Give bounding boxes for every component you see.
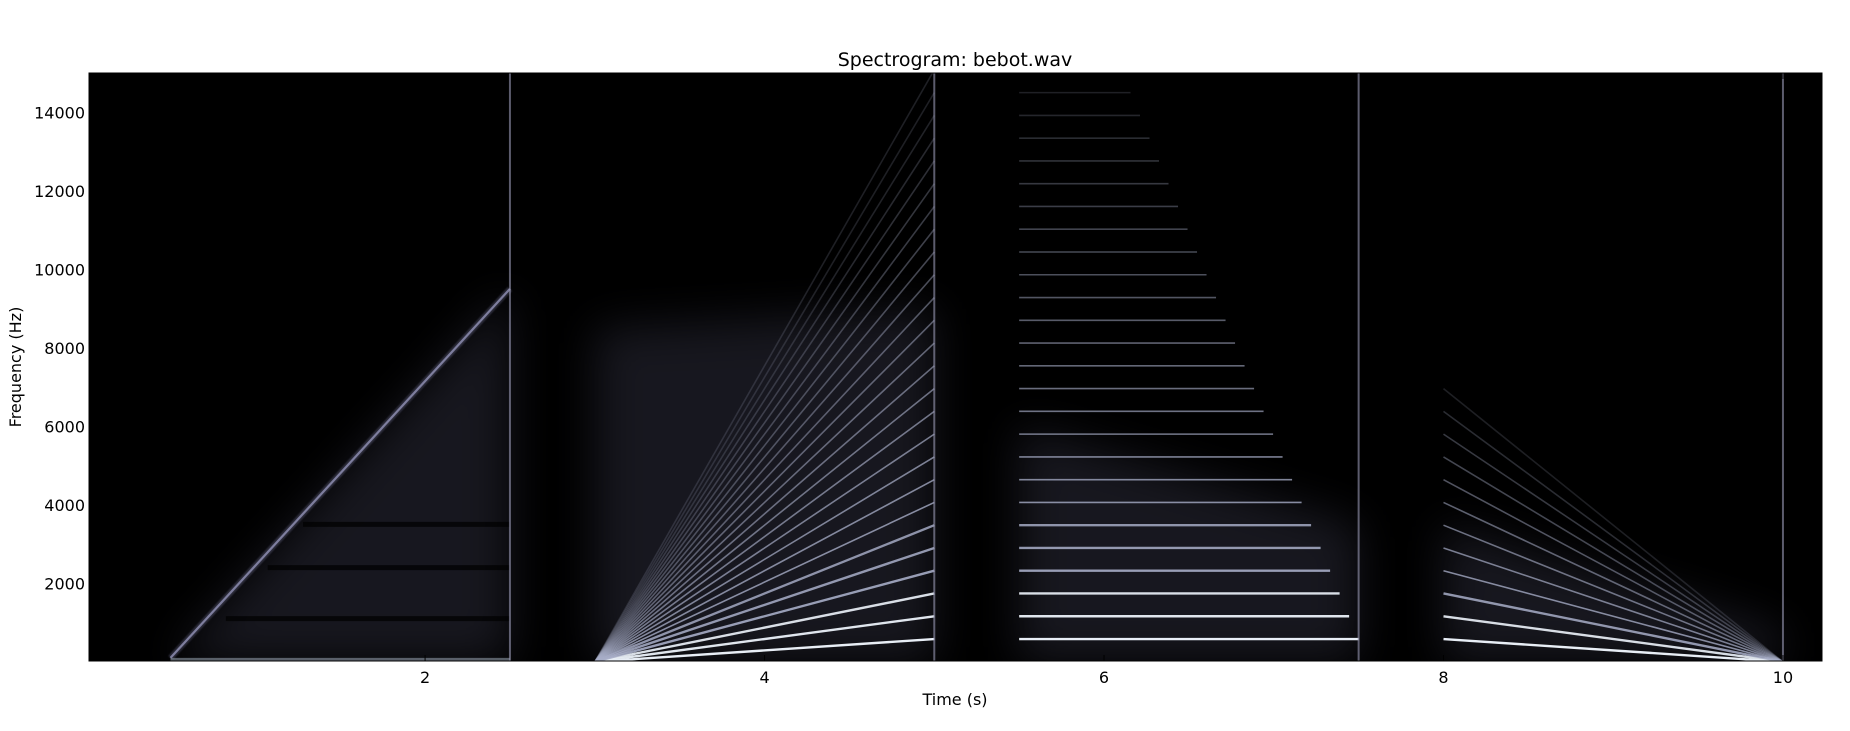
harmonic-line [1443,592,1784,661]
harmonic-line [1443,524,1784,661]
harmonic-line [1443,547,1784,661]
harmonic-line [594,183,935,661]
y-tick-label: 8000 [44,339,85,358]
segment-harmonic-fan-up [594,73,935,661]
harmonic-line [1443,410,1784,661]
harmonic-line [1443,433,1784,661]
x-axis-label: Time (s) [921,690,987,709]
harmonic-line [594,524,935,661]
segment-glow-harmonic-steady [1019,426,1359,661]
x-tick-label: 10 [1773,668,1793,687]
x-tick-label: 8 [1438,668,1448,687]
harmonic-line [594,251,935,661]
y-tick-label: 10000 [34,260,85,279]
harmonic-line [1443,637,1784,661]
y-tick-label: 4000 [44,496,85,515]
x-tick-label: 2 [420,668,430,687]
harmonic-line [594,296,935,661]
harmonic-line [594,114,935,661]
harmonic-line [1442,387,1784,661]
y-tick-label: 14000 [34,103,85,122]
harmonic-line [594,501,935,661]
chart-title: Spectrogram: bebot.wav [838,49,1073,71]
segment-glow-harmonic-fan-up [594,308,935,661]
harmonic-line [594,410,935,661]
segment-sweep-up [168,286,513,661]
harmonic-line [1443,456,1784,661]
harmonic-line [594,637,935,661]
harmonic-line [594,228,935,661]
plot-layer [168,73,1787,661]
harmonic-line [594,592,935,661]
segment-harmonic-steady [1019,91,1359,641]
harmonic-line [594,546,935,661]
harmonic-line [1443,501,1784,661]
y-axis-label: Frequency (Hz) [6,307,25,428]
harmonic-line [594,73,934,661]
sweep-line [169,288,511,659]
y-tick-label: 12000 [34,182,85,201]
harmonic-line [594,160,935,661]
harmonic-line [594,615,935,661]
y-axis: 2000 4000 6000 8000 10000 12000 14000 [34,103,1822,593]
x-axis: 2 4 6 8 10 [420,73,1793,687]
harmonic-line [1443,478,1784,661]
harmonic-line [594,92,935,661]
harmonic-line [594,569,935,661]
x-tick-label: 6 [1099,668,1109,687]
harmonic-line [594,205,935,661]
y-tick-label: 2000 [44,574,85,593]
harmonic-line [594,365,935,661]
harmonic-line [594,274,935,661]
harmonic-line [594,342,935,661]
harmonic-line [1443,615,1784,661]
harmonic-line [1443,569,1784,661]
harmonic-line [594,137,935,661]
x-tick-label: 4 [759,668,769,687]
y-tick-label: 6000 [44,417,85,436]
harmonic-line [594,319,935,661]
harmonic-line [594,433,935,661]
harmonic-line [594,387,935,661]
harmonic-line [594,456,935,661]
plot-frame [88,72,1823,662]
harmonic-line [594,478,935,661]
segment-harmonic-fan-down [1442,387,1784,661]
